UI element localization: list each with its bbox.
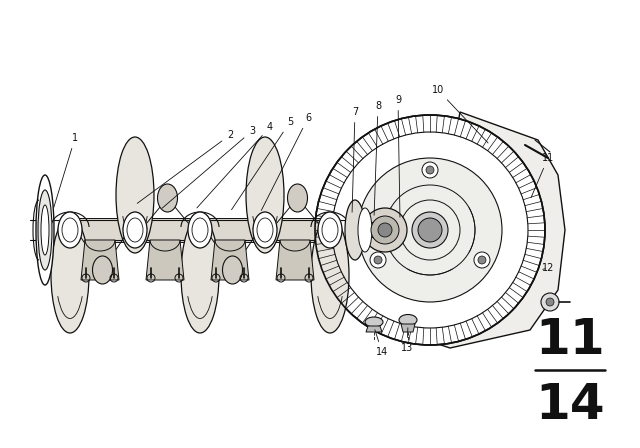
- Polygon shape: [273, 218, 322, 242]
- Text: 13: 13: [401, 328, 413, 353]
- Text: 7: 7: [352, 107, 358, 212]
- Ellipse shape: [358, 208, 372, 252]
- Text: 1: 1: [54, 133, 78, 207]
- Ellipse shape: [38, 190, 52, 270]
- Ellipse shape: [399, 314, 417, 326]
- Ellipse shape: [58, 212, 82, 248]
- Circle shape: [418, 218, 442, 242]
- Polygon shape: [366, 326, 382, 332]
- Text: 5: 5: [232, 117, 293, 210]
- Circle shape: [370, 252, 386, 268]
- Ellipse shape: [157, 184, 177, 212]
- Circle shape: [412, 212, 448, 248]
- Circle shape: [371, 216, 399, 244]
- Polygon shape: [143, 218, 192, 242]
- Circle shape: [478, 256, 486, 264]
- Ellipse shape: [188, 212, 212, 248]
- Text: 12: 12: [542, 263, 554, 273]
- Text: 11: 11: [531, 153, 554, 198]
- Circle shape: [367, 222, 383, 238]
- Ellipse shape: [365, 317, 383, 327]
- Ellipse shape: [223, 256, 243, 284]
- Circle shape: [474, 252, 490, 268]
- Circle shape: [422, 162, 438, 178]
- Text: 6: 6: [261, 113, 311, 211]
- Polygon shape: [401, 324, 415, 332]
- Ellipse shape: [318, 212, 342, 248]
- Polygon shape: [276, 240, 314, 280]
- Ellipse shape: [116, 137, 154, 253]
- Text: 2: 2: [137, 130, 233, 203]
- Circle shape: [378, 223, 392, 237]
- Ellipse shape: [345, 200, 365, 260]
- Polygon shape: [211, 240, 249, 280]
- Text: 11: 11: [535, 316, 605, 364]
- Text: 14: 14: [375, 330, 388, 357]
- Text: 3: 3: [162, 126, 255, 208]
- Ellipse shape: [123, 212, 147, 248]
- Ellipse shape: [51, 217, 89, 333]
- Circle shape: [374, 256, 382, 264]
- Circle shape: [363, 208, 407, 252]
- Ellipse shape: [41, 205, 49, 255]
- Text: 4: 4: [197, 122, 273, 208]
- Polygon shape: [81, 240, 119, 280]
- Circle shape: [358, 158, 502, 302]
- Circle shape: [541, 293, 559, 311]
- Text: 9: 9: [395, 95, 401, 217]
- Polygon shape: [208, 218, 257, 242]
- Text: 14: 14: [535, 381, 605, 429]
- Circle shape: [315, 115, 545, 345]
- Polygon shape: [146, 240, 184, 280]
- Ellipse shape: [287, 184, 307, 212]
- Ellipse shape: [181, 217, 219, 333]
- Ellipse shape: [311, 217, 349, 333]
- Ellipse shape: [36, 175, 54, 285]
- Text: 10: 10: [432, 85, 488, 143]
- Ellipse shape: [253, 212, 277, 248]
- Circle shape: [546, 298, 554, 306]
- Text: 8: 8: [374, 101, 381, 215]
- Polygon shape: [420, 112, 565, 348]
- Polygon shape: [78, 218, 127, 242]
- Ellipse shape: [93, 256, 113, 284]
- Circle shape: [426, 166, 434, 174]
- Ellipse shape: [246, 137, 284, 253]
